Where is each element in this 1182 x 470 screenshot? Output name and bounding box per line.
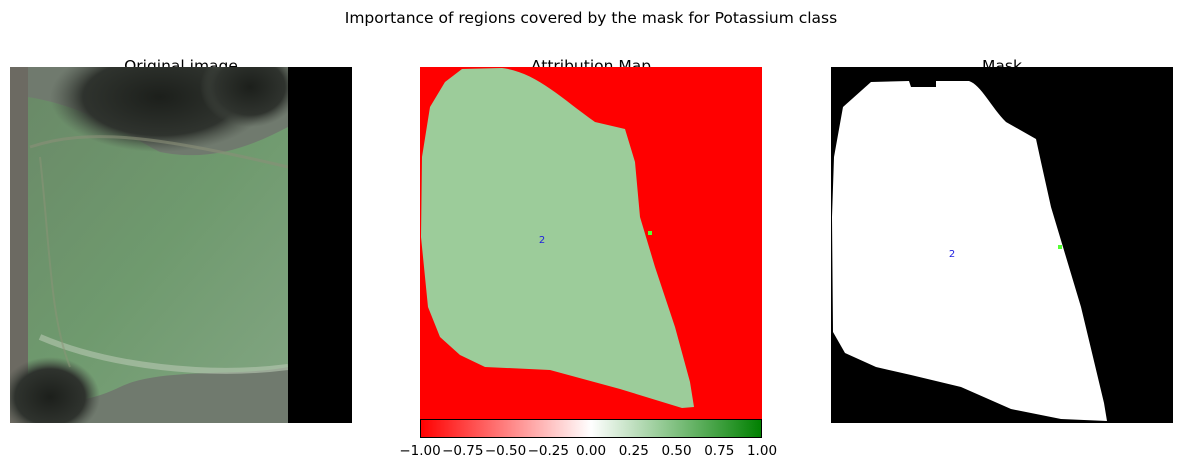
colorbar-tick-label: 0.75 (704, 443, 735, 459)
mask-image: 2 (831, 67, 1173, 423)
colorbar (420, 419, 762, 438)
segment-marker (648, 231, 652, 235)
colorbar-tick-label: −1.00 (399, 443, 441, 459)
figure-title: Importance of regions covered by the mas… (344, 9, 838, 27)
colorbar-tick-label: 0.25 (618, 443, 649, 459)
colorbar-tick-label: 0.00 (575, 443, 607, 459)
colorbar-tick-label: −0.25 (527, 443, 569, 459)
colorbar-tick-label: 0.50 (661, 443, 692, 459)
mask-segment-marker (1058, 245, 1062, 249)
colorbar-tick-label: −0.50 (484, 443, 527, 459)
colorbar-tick-label: 1.00 (746, 443, 778, 459)
mask-field (832, 81, 1107, 421)
segment-region-2 (421, 68, 694, 408)
mask-segment-label: 2 (949, 249, 955, 260)
colorbar-tick-label: −0.75 (442, 443, 484, 459)
attribution-map: 2 (420, 67, 762, 423)
segment-label: 2 (539, 235, 545, 246)
original-image (10, 67, 352, 423)
